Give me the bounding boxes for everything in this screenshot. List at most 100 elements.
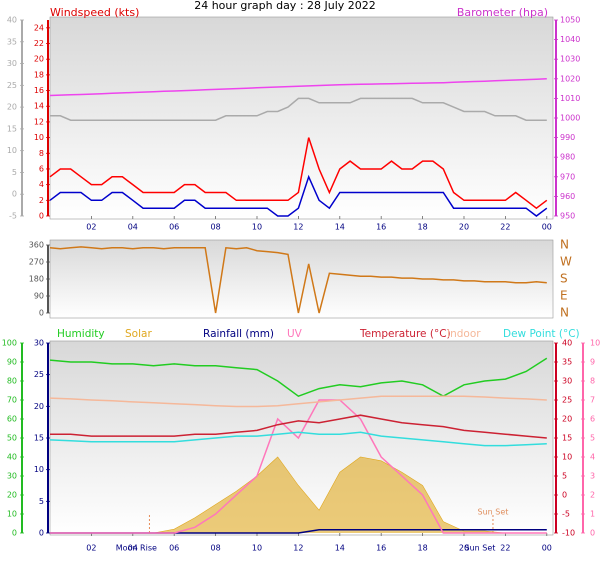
y-tick-label: 1050	[560, 16, 580, 25]
x-tick-label: 12	[293, 544, 303, 553]
y-tick-label: 10	[590, 339, 600, 348]
legend-entry: Solar	[125, 328, 152, 340]
x-tick-label: 04	[128, 223, 138, 232]
y-tick-label: 35	[7, 37, 17, 46]
y-tick-label: 960	[560, 192, 575, 201]
line	[49, 137, 548, 210]
y-tick-label: 60	[7, 415, 17, 424]
x-tick-label: 10	[252, 223, 262, 232]
y-tick-label: 40	[7, 16, 17, 25]
y-tick-label: 12	[34, 117, 44, 126]
y2-axis-label: Barometer (hpa)	[457, 6, 548, 19]
y-tick-label: 24	[34, 23, 44, 32]
y-tick-label: -5	[9, 212, 17, 221]
y-tick-label: 3	[590, 472, 595, 481]
y-tick-label: 4	[39, 180, 44, 189]
y-tick-label: 10	[34, 133, 44, 142]
x-tick-label: 02	[86, 223, 96, 232]
y-tick-label: 15	[562, 434, 572, 443]
x-tick-label: 04	[128, 544, 138, 553]
x-tick-label: 14	[335, 223, 345, 232]
x-tick-label: 14	[335, 544, 345, 553]
x-tick-label: 16	[376, 223, 386, 232]
y-tick-label: -5	[562, 510, 570, 519]
y-tick-label: 1030	[560, 55, 580, 64]
y-tick-label: 0	[562, 491, 567, 500]
x-tick-label: 08	[211, 223, 221, 232]
y-tick-label: 15	[34, 434, 44, 443]
plot-background	[49, 239, 554, 319]
legend-entry: Dew Point (°C)	[503, 328, 580, 340]
y-tick-label: 80	[7, 377, 17, 386]
legend-entry: Temperature (°C)	[359, 328, 451, 340]
y-tick-label: 20	[7, 103, 17, 112]
y-tick-label: 1010	[560, 94, 580, 103]
y-tick-label: 25	[562, 396, 572, 405]
y-tick-label: 40	[562, 339, 572, 348]
y-tick-label: 0	[12, 529, 17, 538]
x-tick-label: 06	[169, 223, 179, 232]
line	[49, 78, 547, 97]
y-tick-label: 25	[7, 81, 17, 90]
x-tick-label: 06	[169, 544, 179, 553]
y-tick-label: 2	[590, 491, 595, 500]
y-tick-label: 6	[39, 164, 44, 173]
y-tick-label: 30	[7, 472, 17, 481]
annotation-label: Sun Set	[465, 544, 496, 553]
x-tick-label: 22	[500, 544, 510, 553]
line	[50, 97, 547, 121]
y-tick-label: 0	[39, 529, 44, 538]
y-tick-label: 90	[7, 358, 17, 367]
x-tick-label: 20	[459, 223, 469, 232]
y-tick-label: 6	[590, 415, 595, 424]
line	[49, 431, 547, 447]
y-tick-label: 5	[590, 434, 595, 443]
legend-entry: Rainfall (mm)	[203, 328, 274, 340]
y-tick-label: S	[560, 272, 568, 286]
y-tick-label: 30	[7, 59, 17, 68]
y-tick-label: 100	[2, 339, 17, 348]
y-tick-label: 9	[590, 358, 595, 367]
y-tick-label: 20	[34, 402, 44, 411]
y-tick-label: 4	[590, 453, 595, 462]
x-tick-label: 22	[500, 223, 510, 232]
y-tick-label: 70	[7, 396, 17, 405]
x-tick-label: 08	[211, 544, 221, 553]
line	[49, 174, 548, 217]
plot-background	[49, 16, 554, 220]
y-tick-label: 0	[590, 529, 595, 538]
line	[49, 246, 547, 314]
y-tick-label: 35	[562, 358, 572, 367]
y-tick-label: 20	[34, 55, 44, 64]
y-tick-label: W	[560, 255, 572, 269]
y-tick-label: 40	[7, 453, 17, 462]
y-tick-label: 0	[12, 190, 17, 199]
line	[49, 357, 548, 398]
x-tick-label: 18	[417, 544, 427, 553]
y-tick-label: 1	[590, 510, 595, 519]
legend-entry: Indoor	[447, 328, 481, 340]
legend-entry: UV	[287, 328, 303, 340]
y-tick-label: 5	[12, 168, 17, 177]
y-tick-label: 980	[560, 153, 575, 162]
y-tick-label: 180	[29, 275, 44, 284]
chart-title: 24 hour graph day : 28 July 2022	[194, 0, 376, 12]
x-tick-label: 16	[376, 544, 386, 553]
y-tick-label: 1040	[560, 35, 580, 44]
y-tick-label: 15	[7, 124, 17, 133]
y-tick-label: 5	[562, 472, 567, 481]
y-tick-label: 990	[560, 133, 575, 142]
y-tick-label: 10	[562, 453, 572, 462]
x-tick-label: 12	[293, 223, 303, 232]
x-tick-label: 18	[417, 223, 427, 232]
y-tick-label: 14	[34, 102, 44, 111]
annotation-label: Moon Rise	[116, 544, 157, 553]
y-tick-label: 5	[39, 497, 44, 506]
y-tick-label: 50	[7, 434, 17, 443]
y-tick-label: 970	[560, 172, 575, 181]
y-tick-label: 10	[7, 510, 17, 519]
x-tick-label: 00	[542, 223, 552, 232]
y-tick-label: 20	[7, 491, 17, 500]
y-axis-label: Windspeed (kts)	[50, 6, 139, 19]
